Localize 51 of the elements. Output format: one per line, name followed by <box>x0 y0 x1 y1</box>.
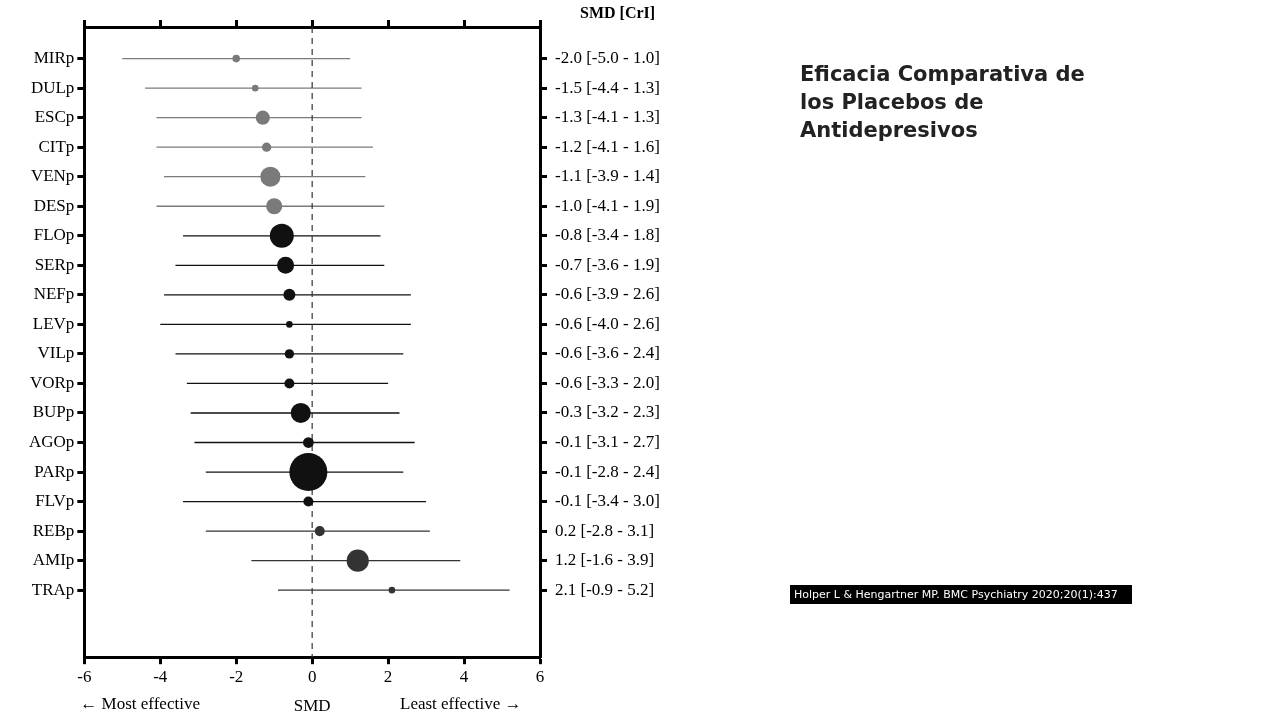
data-label: -1.2 [-4.1 - 1.6] <box>555 136 660 156</box>
text: Holper L & Hengartner MP. BMC Psychiatry 2020;20(1):437 <box>790 585 1132 604</box>
y-tick-label: FLOp <box>33 225 75 245</box>
data-label: -1.0 [-4.1 - 1.9] <box>555 195 660 215</box>
x-tick-label: 0 <box>307 666 317 686</box>
y-tick-label: DESp <box>33 195 75 215</box>
y-tick-label: LEVp <box>32 313 75 333</box>
y-tick-label: REBp <box>32 520 75 540</box>
data-label: 0.2 [-2.8 - 3.1] <box>555 520 655 540</box>
y-tick-label: BUPp <box>32 402 75 422</box>
y-tick-label: AMIp <box>32 550 75 570</box>
x-tick-label: 2 <box>383 666 393 686</box>
data-label: -2.0 [-5.0 - 1.0] <box>555 48 660 68</box>
data-label: -0.3 [-3.2 - 2.3] <box>555 402 660 422</box>
y-tick-label: MIRp <box>33 48 75 68</box>
data-label: -0.6 [-3.6 - 2.4] <box>555 343 660 363</box>
data-label: -0.6 [-3.9 - 2.6] <box>555 284 660 304</box>
x-tick-label: 6 <box>535 666 545 686</box>
data-label: -0.1 [-3.1 - 2.7] <box>555 431 660 451</box>
data-label: -0.1 [-3.4 - 3.0] <box>555 491 660 511</box>
text: Eficacia Comparativa de los Placebos de Antidepresivos <box>800 61 1086 144</box>
x-axis-title: SMD <box>293 696 331 716</box>
y-tick-label: VENp <box>30 166 75 186</box>
data-label: 2.1 [-0.9 - 5.2] <box>555 579 655 599</box>
y-tick-label: DULp <box>30 77 75 97</box>
y-tick-label: FLVp <box>35 491 75 511</box>
x-tick-label: 4 <box>459 666 469 686</box>
y-tick-label: NEFp <box>33 284 75 304</box>
data-label: -1.1 [-3.9 - 1.4] <box>555 166 660 186</box>
y-tick-label: CITp <box>38 136 75 156</box>
data-label: -0.6 [-3.3 - 2.0] <box>555 372 660 392</box>
text: SMD [CrI] <box>580 4 656 22</box>
data-label: -0.7 [-3.6 - 1.9] <box>555 254 660 274</box>
data-label: -1.3 [-4.1 - 1.3] <box>555 107 660 127</box>
text: Least effective → <box>400 694 522 714</box>
x-tick-label: -4 <box>153 666 168 686</box>
data-label: -0.6 [-4.0 - 2.6] <box>555 313 660 333</box>
data-label: -0.1 [-2.8 - 2.4] <box>555 461 660 481</box>
y-tick-label: PARp <box>34 461 75 481</box>
text: ← Most effective <box>80 694 200 714</box>
y-tick-label: VILp <box>37 343 75 363</box>
data-label: -0.8 [-3.4 - 1.8] <box>555 225 660 245</box>
y-tick-label: SERp <box>34 254 75 274</box>
data-label: -1.5 [-4.4 - 1.3] <box>555 77 660 97</box>
data-label: 1.2 [-1.6 - 3.9] <box>555 550 655 570</box>
x-tick-label: -6 <box>77 666 92 686</box>
y-tick-label: AGOp <box>28 431 75 451</box>
y-tick-label: TRAp <box>31 579 75 599</box>
y-tick-label: ESCp <box>34 107 75 127</box>
x-tick-label: -2 <box>229 666 244 686</box>
y-tick-label: VORp <box>29 372 75 392</box>
